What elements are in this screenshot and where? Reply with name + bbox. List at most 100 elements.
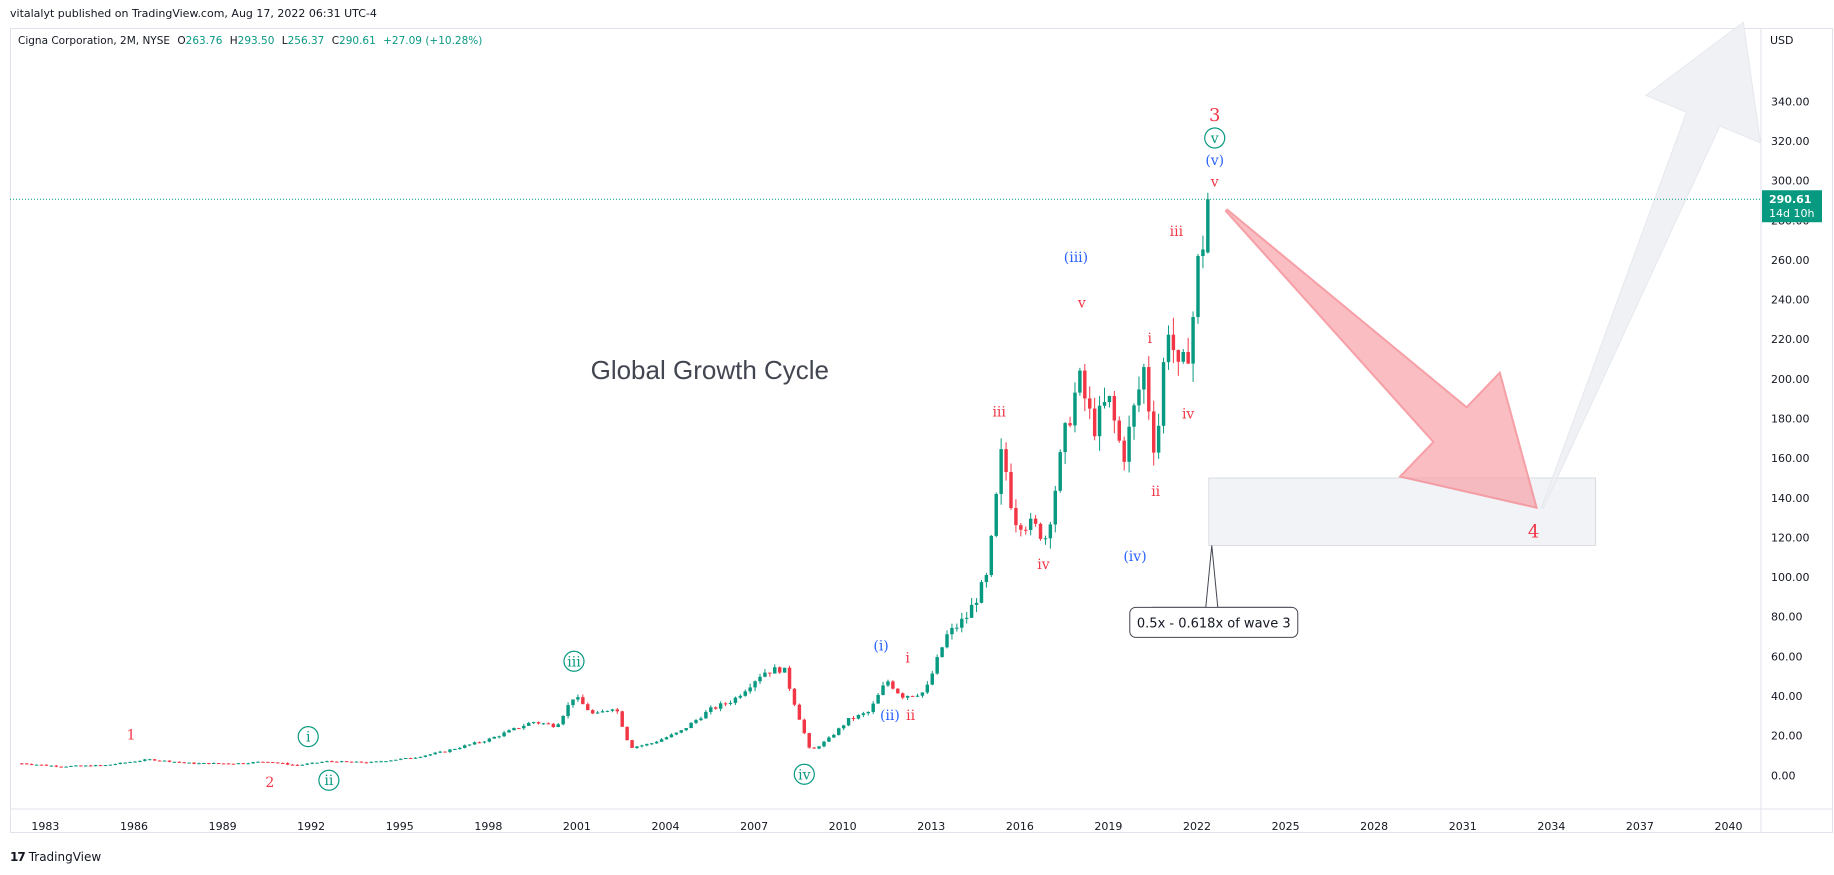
- candle-body: [44, 764, 49, 766]
- x-tick-label: 2034: [1537, 820, 1565, 833]
- candle-body: [763, 672, 767, 677]
- wave-label: v: [1210, 131, 1219, 147]
- x-tick-label: 2001: [563, 820, 591, 833]
- candle-body: [88, 765, 93, 767]
- candle-body: [123, 762, 127, 764]
- candle-body: [561, 715, 565, 725]
- candle-body: [148, 759, 152, 761]
- candle-body: [635, 746, 639, 748]
- candle-body: [709, 707, 713, 712]
- candle-body: [782, 667, 787, 673]
- candle-body: [812, 747, 816, 749]
- y-tick-label: 140.00: [1771, 492, 1810, 505]
- wave-label: (ii): [880, 708, 900, 724]
- x-tick-label: 2013: [917, 820, 945, 833]
- candle-body: [1186, 352, 1190, 364]
- candle-body: [138, 760, 142, 762]
- x-tick-label: 2037: [1626, 820, 1654, 833]
- candle-body: [202, 763, 206, 765]
- candle-body: [472, 742, 477, 745]
- candle-body: [797, 704, 802, 720]
- candle-body: [723, 703, 728, 705]
- candle-body: [69, 765, 73, 767]
- candle-body: [1112, 396, 1117, 421]
- candle-body: [162, 760, 167, 762]
- wave-label-circle: [793, 763, 815, 785]
- candle-body: [487, 738, 492, 742]
- candle-body: [664, 737, 669, 740]
- wave-label: iv: [1182, 407, 1194, 423]
- candle-body: [1068, 423, 1072, 426]
- candle-body: [625, 726, 629, 741]
- x-tick-label: 1995: [386, 820, 414, 833]
- wave-label-circle: [1204, 127, 1226, 149]
- candle-body: [1156, 425, 1161, 453]
- candle-body: [910, 695, 915, 697]
- candle-body: [659, 739, 664, 742]
- candle-body: [758, 676, 762, 682]
- candle-body: [246, 763, 250, 765]
- candle-body: [236, 763, 241, 765]
- projection-up-arrow: [1540, 21, 1762, 509]
- wave-label: ii: [324, 773, 333, 789]
- candle-body: [832, 734, 836, 738]
- candle-body: [905, 695, 910, 698]
- high-label: H: [229, 35, 238, 47]
- candle-body: [1063, 423, 1067, 453]
- candle-body: [999, 449, 1003, 494]
- candle-body: [581, 697, 585, 705]
- candle-body: [187, 762, 191, 764]
- x-tick-label: 2016: [1006, 820, 1034, 833]
- wave-label: iii: [992, 405, 1006, 421]
- candle-body: [876, 694, 880, 704]
- candle-body: [1201, 249, 1205, 256]
- candle-body: [1092, 408, 1097, 437]
- candle-body: [1102, 402, 1107, 406]
- candle-body: [1038, 523, 1043, 539]
- candle-body: [467, 744, 472, 746]
- candle-body: [364, 762, 369, 764]
- candle-body: [275, 762, 280, 764]
- candle-body: [463, 745, 467, 748]
- candle-body: [994, 493, 998, 536]
- candle-body: [1019, 525, 1023, 530]
- candle-body: [477, 742, 482, 744]
- candle-body: [310, 762, 314, 764]
- candle-body: [566, 705, 570, 716]
- x-tick-label: 2019: [1094, 820, 1122, 833]
- candle-body: [945, 634, 949, 648]
- price-badge-value: 290.61: [1769, 193, 1811, 206]
- candle-body: [792, 688, 797, 705]
- candle-body: [753, 681, 757, 688]
- candle-body: [113, 764, 118, 766]
- candle-body: [620, 711, 624, 727]
- tradingview-logo[interactable]: 17 TradingView: [10, 850, 101, 864]
- candle-body: [315, 762, 319, 764]
- candle-body: [25, 763, 29, 765]
- candle-body: [280, 762, 285, 764]
- close-value: 290.61: [339, 35, 376, 47]
- candle-body: [192, 762, 196, 764]
- candle-body: [507, 730, 511, 733]
- candle-body: [325, 761, 329, 763]
- y-tick-label: 300.00: [1771, 175, 1810, 188]
- y-tick-label: 80.00: [1771, 611, 1803, 624]
- candle-body: [108, 764, 113, 766]
- candle-body: [290, 764, 295, 766]
- x-tick-label: 2010: [829, 820, 857, 833]
- wave-label: i: [1148, 331, 1153, 347]
- symbol-name[interactable]: Cigna Corporation, 2M, NYSE: [18, 35, 171, 47]
- candle-body: [448, 749, 452, 752]
- candle-body: [74, 765, 78, 767]
- candle-body: [1024, 529, 1028, 531]
- y-tick-label: 20.00: [1771, 730, 1803, 743]
- candle-body: [536, 722, 541, 724]
- candle-body: [1206, 199, 1210, 253]
- candle-body: [1028, 518, 1033, 530]
- candle-body: [1009, 471, 1013, 509]
- candle-body: [920, 692, 925, 696]
- y-tick-label: 180.00: [1771, 413, 1810, 426]
- wave-label: (i): [873, 638, 888, 654]
- candle-body: [866, 711, 870, 714]
